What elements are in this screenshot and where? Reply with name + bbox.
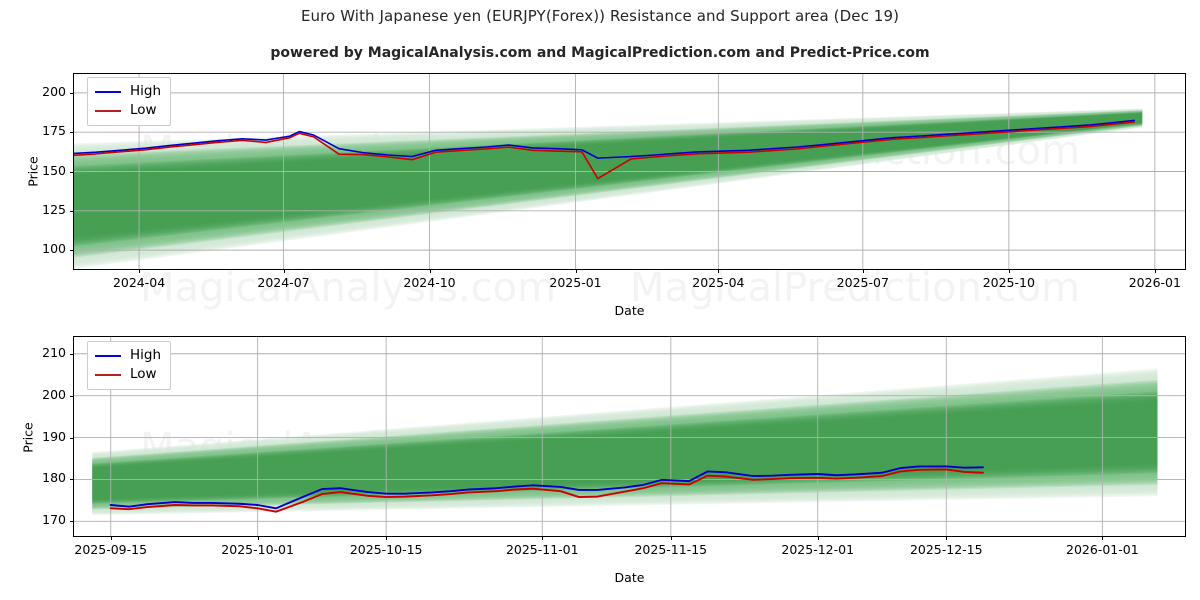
x-tick-label: 2025-04 [692,275,745,290]
y-tick-mark [70,250,74,252]
legend-swatch-high [95,90,121,93]
x-tick-label: 2026-01 [1128,275,1181,290]
legend-row-low: Low [95,101,163,120]
overview-chart-frame [73,73,1186,270]
y-tick-label: 170 [42,512,66,528]
x-tick-label: 2024-04 [112,275,166,290]
x-tick-mark [110,536,112,540]
y-tick-label: 200 [42,386,66,402]
legend-swatch-high [95,354,121,357]
legend-swatch-low [95,373,121,376]
x-tick-label: 2025-12-01 [781,542,855,557]
legend-row-high: High [95,82,163,101]
y-tick-mark [70,92,74,94]
x-tick-mark [718,269,720,273]
x-tick-mark [283,269,285,273]
overview-x-axis-label: Date [614,303,645,318]
overview-legend[interactable]: High Low [87,77,171,126]
y-tick-label: 100 [42,241,66,257]
legend-label-high: High [130,347,162,363]
y-tick-label: 200 [42,83,66,99]
legend-row-high: High [95,346,163,365]
x-tick-mark [542,536,544,540]
legend-row-low: Low [95,365,163,384]
y-tick-mark [70,395,74,397]
detail-chart-svg [74,337,1185,536]
page-subtitle: powered by MagicalAnalysis.com and Magic… [270,45,930,61]
detail-legend[interactable]: High Low [87,341,171,390]
overview-chart-svg [74,74,1185,269]
x-tick-label: 2025-11-15 [634,542,708,557]
y-tick-mark [70,479,74,481]
x-tick-mark [257,536,259,540]
y-tick-label: 125 [42,201,66,217]
y-tick-mark [70,437,74,439]
x-tick-mark [429,269,431,273]
legend-label-low: Low [130,102,157,118]
x-tick-label: 2025-12-15 [909,542,983,557]
detail-x-axis-label: Date [614,570,645,585]
x-tick-label: 2024-10 [403,275,456,290]
y-tick-mark [70,353,74,355]
y-tick-mark [70,171,74,173]
x-tick-label: 2025-10-01 [221,542,294,557]
y-tick-label: 180 [42,470,66,486]
y-tick-label: 210 [42,344,66,360]
detail-y-axis-label: Price [20,422,36,453]
overview-y-axis-label: Price [25,156,41,187]
y-tick-label: 175 [42,123,66,139]
detail-chart-frame [73,336,1186,537]
x-tick-label: 2025-10 [982,275,1035,290]
x-tick-label: 2025-07 [836,275,889,290]
x-tick-label: 2025-09-15 [74,542,148,557]
y-tick-mark [70,210,74,212]
x-tick-mark [1154,269,1156,273]
x-tick-mark [862,269,864,273]
x-tick-mark [1008,269,1010,273]
y-tick-mark [70,132,74,134]
legend-label-high: High [130,83,162,99]
x-tick-label: 2026-01-01 [1066,542,1139,557]
x-tick-mark [139,269,141,273]
y-tick-mark [70,521,74,523]
y-tick-label: 150 [42,162,66,178]
x-tick-mark [1102,536,1104,540]
detail-chart-plot [74,337,1185,536]
x-tick-label: 2024-07 [257,275,310,290]
x-tick-mark [575,269,577,273]
x-tick-mark [670,536,672,540]
x-tick-mark [817,536,819,540]
x-tick-label: 2025-10-15 [349,542,423,557]
overview-chart-plot [74,74,1185,269]
page-title: Euro With Japanese yen (EURJPY(Forex)) R… [300,7,900,25]
legend-swatch-low [95,109,121,112]
x-tick-label: 2025-11-01 [505,542,579,557]
legend-label-low: Low [130,366,157,382]
y-tick-label: 190 [42,428,66,444]
x-tick-mark [386,536,388,540]
x-tick-mark [946,536,948,540]
x-tick-label: 2025-01 [549,275,602,290]
